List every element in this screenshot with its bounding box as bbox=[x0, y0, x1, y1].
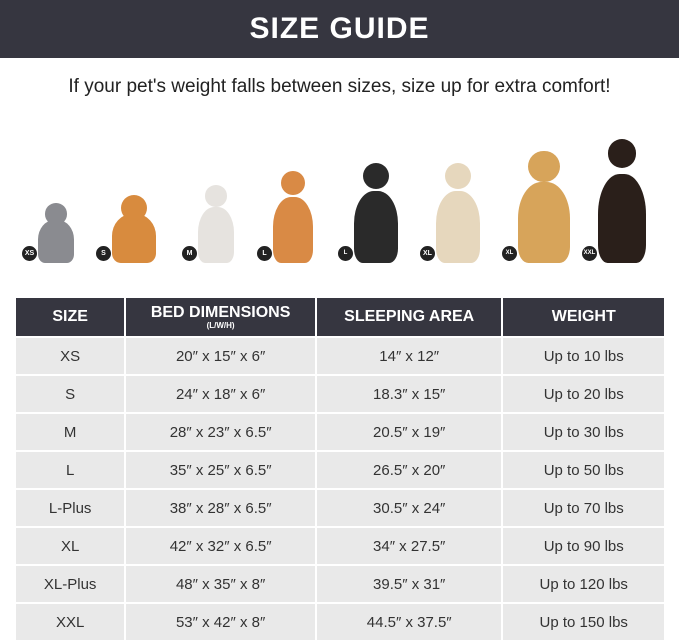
cell-bed-dimensions: 42″ x 32″ x 6.5″ bbox=[126, 526, 315, 564]
cell-sleeping-area: 20.5″ x 19″ bbox=[316, 412, 502, 450]
header-size: SIZE bbox=[16, 298, 125, 336]
cell-weight: Up to 30 lbs bbox=[503, 412, 664, 450]
cell-sleeping-area: 30.5″ x 24″ bbox=[316, 488, 502, 526]
table-row: S 24″ x 18″ x 6″ 18.3″ x 15″ Up to 20 lbs bbox=[16, 374, 664, 412]
header-sleeping-area: SLEEPING AREA bbox=[316, 298, 502, 336]
table-row: L-Plus 38″ x 28″ x 6.5″ 30.5″ x 24″ Up to 7… bbox=[16, 488, 664, 526]
cell-size: XL bbox=[16, 526, 125, 564]
size-table: SIZE BED DIMENSIONS (L/W/H) SLEEPING AREA… bbox=[14, 298, 666, 640]
border-collie-image: L bbox=[338, 163, 402, 263]
cell-sleeping-area: 18.3″ x 15″ bbox=[316, 374, 502, 412]
table-row: XXL 53″ x 42″ x 8″ 44.5″ x 37.5″ Up to 150 … bbox=[16, 602, 664, 640]
size-badge: L bbox=[338, 246, 353, 261]
cell-sleeping-area: 26.5″ x 20″ bbox=[316, 450, 502, 488]
french-bulldog-image: M bbox=[182, 185, 238, 263]
cell-sleeping-area: 44.5″ x 37.5″ bbox=[316, 602, 502, 640]
cell-sleeping-area: 14″ x 12″ bbox=[316, 336, 502, 374]
cell-size: M bbox=[16, 412, 125, 450]
size-badge: S bbox=[96, 246, 111, 261]
cell-size: XL-Plus bbox=[16, 564, 125, 602]
cell-weight: Up to 70 lbs bbox=[503, 488, 664, 526]
cell-bed-dimensions: 53″ x 42″ x 8″ bbox=[126, 602, 315, 640]
cell-weight: Up to 90 lbs bbox=[503, 526, 664, 564]
size-tip: If your pet's weight falls between sizes… bbox=[68, 76, 611, 97]
cell-weight: Up to 20 lbs bbox=[503, 374, 664, 412]
size-badge: XXL bbox=[582, 246, 597, 261]
cell-size: XS bbox=[16, 336, 125, 374]
shiba-inu-image: L bbox=[257, 171, 317, 263]
table-row: XS 20″ x 15″ x 6″ 14″ x 12″ Up to 10 lbs bbox=[16, 336, 664, 374]
cell-size: XXL bbox=[16, 602, 125, 640]
cell-bed-dimensions: 24″ x 18″ x 6″ bbox=[126, 374, 315, 412]
header-weight: WEIGHT bbox=[503, 298, 664, 336]
size-badge: XS bbox=[22, 246, 37, 261]
pet-size-lineup: XS S M L L XL XL XXL bbox=[0, 139, 679, 265]
cell-sleeping-area: 39.5″ x 31″ bbox=[316, 564, 502, 602]
size-badge: XL bbox=[420, 246, 435, 261]
cell-bed-dimensions: 38″ x 28″ x 6.5″ bbox=[126, 488, 315, 526]
labrador-image: XL bbox=[420, 163, 484, 263]
cell-weight: Up to 50 lbs bbox=[503, 450, 664, 488]
cell-sleeping-area: 34″ x 27.5″ bbox=[316, 526, 502, 564]
header-bed-dimensions-label: BED DIMENSIONS bbox=[150, 303, 291, 321]
cell-weight: Up to 150 lbs bbox=[503, 602, 664, 640]
cell-bed-dimensions: 20″ x 15″ x 6″ bbox=[126, 336, 315, 374]
size-badge: M bbox=[182, 246, 197, 261]
table-row: M 28″ x 23″ x 6.5″ 20.5″ x 19″ Up to 30 lbs bbox=[16, 412, 664, 450]
size-badge: XL bbox=[502, 246, 517, 261]
pomeranian-image: S bbox=[96, 195, 160, 263]
cell-size: L-Plus bbox=[16, 488, 125, 526]
dim-note: (L/W/H) bbox=[206, 320, 235, 330]
golden-retriever-image: XL bbox=[502, 151, 574, 263]
size-badge: L bbox=[257, 246, 272, 261]
cell-size: S bbox=[16, 374, 125, 412]
cell-bed-dimensions: 48″ x 35″ x 8″ bbox=[126, 564, 315, 602]
cat-image: XS bbox=[22, 203, 78, 263]
table-row: XL-Plus 48″ x 35″ x 8″ 39.5″ x 31″ Up to 12… bbox=[16, 564, 664, 602]
cell-bed-dimensions: 28″ x 23″ x 6.5″ bbox=[126, 412, 315, 450]
cell-bed-dimensions: 35″ x 25″ x 6.5″ bbox=[126, 450, 315, 488]
size-guide-title: SIZE GUIDE bbox=[0, 0, 679, 58]
cell-size: L bbox=[16, 450, 125, 488]
header-bed-dimensions: BED DIMENSIONS (L/W/H) bbox=[126, 298, 315, 336]
table-row: XL 42″ x 32″ x 6.5″ 34″ x 27.5″ Up to 90 lb… bbox=[16, 526, 664, 564]
cell-weight: Up to 10 lbs bbox=[503, 336, 664, 374]
doberman-image: XXL bbox=[582, 139, 650, 263]
table-row: L 35″ x 25″ x 6.5″ 26.5″ x 20″ Up to 50 lbs bbox=[16, 450, 664, 488]
cell-weight: Up to 120 lbs bbox=[503, 564, 664, 602]
